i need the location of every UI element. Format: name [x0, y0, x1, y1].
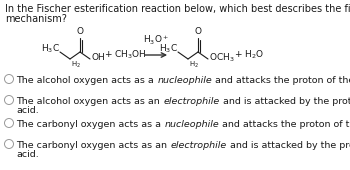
Text: The alcohol oxygen acts as an: The alcohol oxygen acts as an: [16, 97, 163, 106]
Text: The alcohol oxygen acts as a: The alcohol oxygen acts as a: [16, 76, 157, 85]
Text: nucleophile: nucleophile: [157, 76, 212, 85]
Text: OCH$_3$: OCH$_3$: [209, 52, 235, 64]
Text: OH: OH: [91, 54, 105, 63]
Text: O: O: [77, 27, 84, 36]
Text: mechanism?: mechanism?: [5, 14, 67, 24]
Text: The carbonyl oxygen acts as an: The carbonyl oxygen acts as an: [16, 141, 170, 150]
Text: and attacks the proton of the acid.: and attacks the proton of the acid.: [219, 120, 350, 129]
Text: + H$_2$O: + H$_2$O: [234, 49, 264, 61]
Text: electrophile: electrophile: [170, 141, 227, 150]
Text: nucleophile: nucleophile: [164, 120, 219, 129]
Text: electrophile: electrophile: [163, 97, 219, 106]
Text: acid.: acid.: [16, 106, 39, 115]
Text: H$_2$: H$_2$: [71, 60, 81, 70]
Text: H$_3$O$^+$: H$_3$O$^+$: [143, 34, 169, 47]
Text: O: O: [195, 27, 202, 36]
Text: H$_3$C: H$_3$C: [159, 43, 178, 55]
Text: + CH$_3$OH: + CH$_3$OH: [104, 49, 147, 61]
Text: and attacks the proton of the acid.: and attacks the proton of the acid.: [212, 76, 350, 85]
Text: acid.: acid.: [16, 150, 39, 159]
Text: H$_2$: H$_2$: [189, 60, 199, 70]
Text: The carbonyl oxygen acts as a: The carbonyl oxygen acts as a: [16, 120, 164, 129]
Text: and is attacked by the proton of the: and is attacked by the proton of the: [219, 97, 350, 106]
Text: H$_3$C: H$_3$C: [41, 43, 60, 55]
Text: In the Fischer esterification reaction below, which best describes the first ste: In the Fischer esterification reaction b…: [5, 4, 350, 14]
Text: and is attacked by the proton of the: and is attacked by the proton of the: [227, 141, 350, 150]
